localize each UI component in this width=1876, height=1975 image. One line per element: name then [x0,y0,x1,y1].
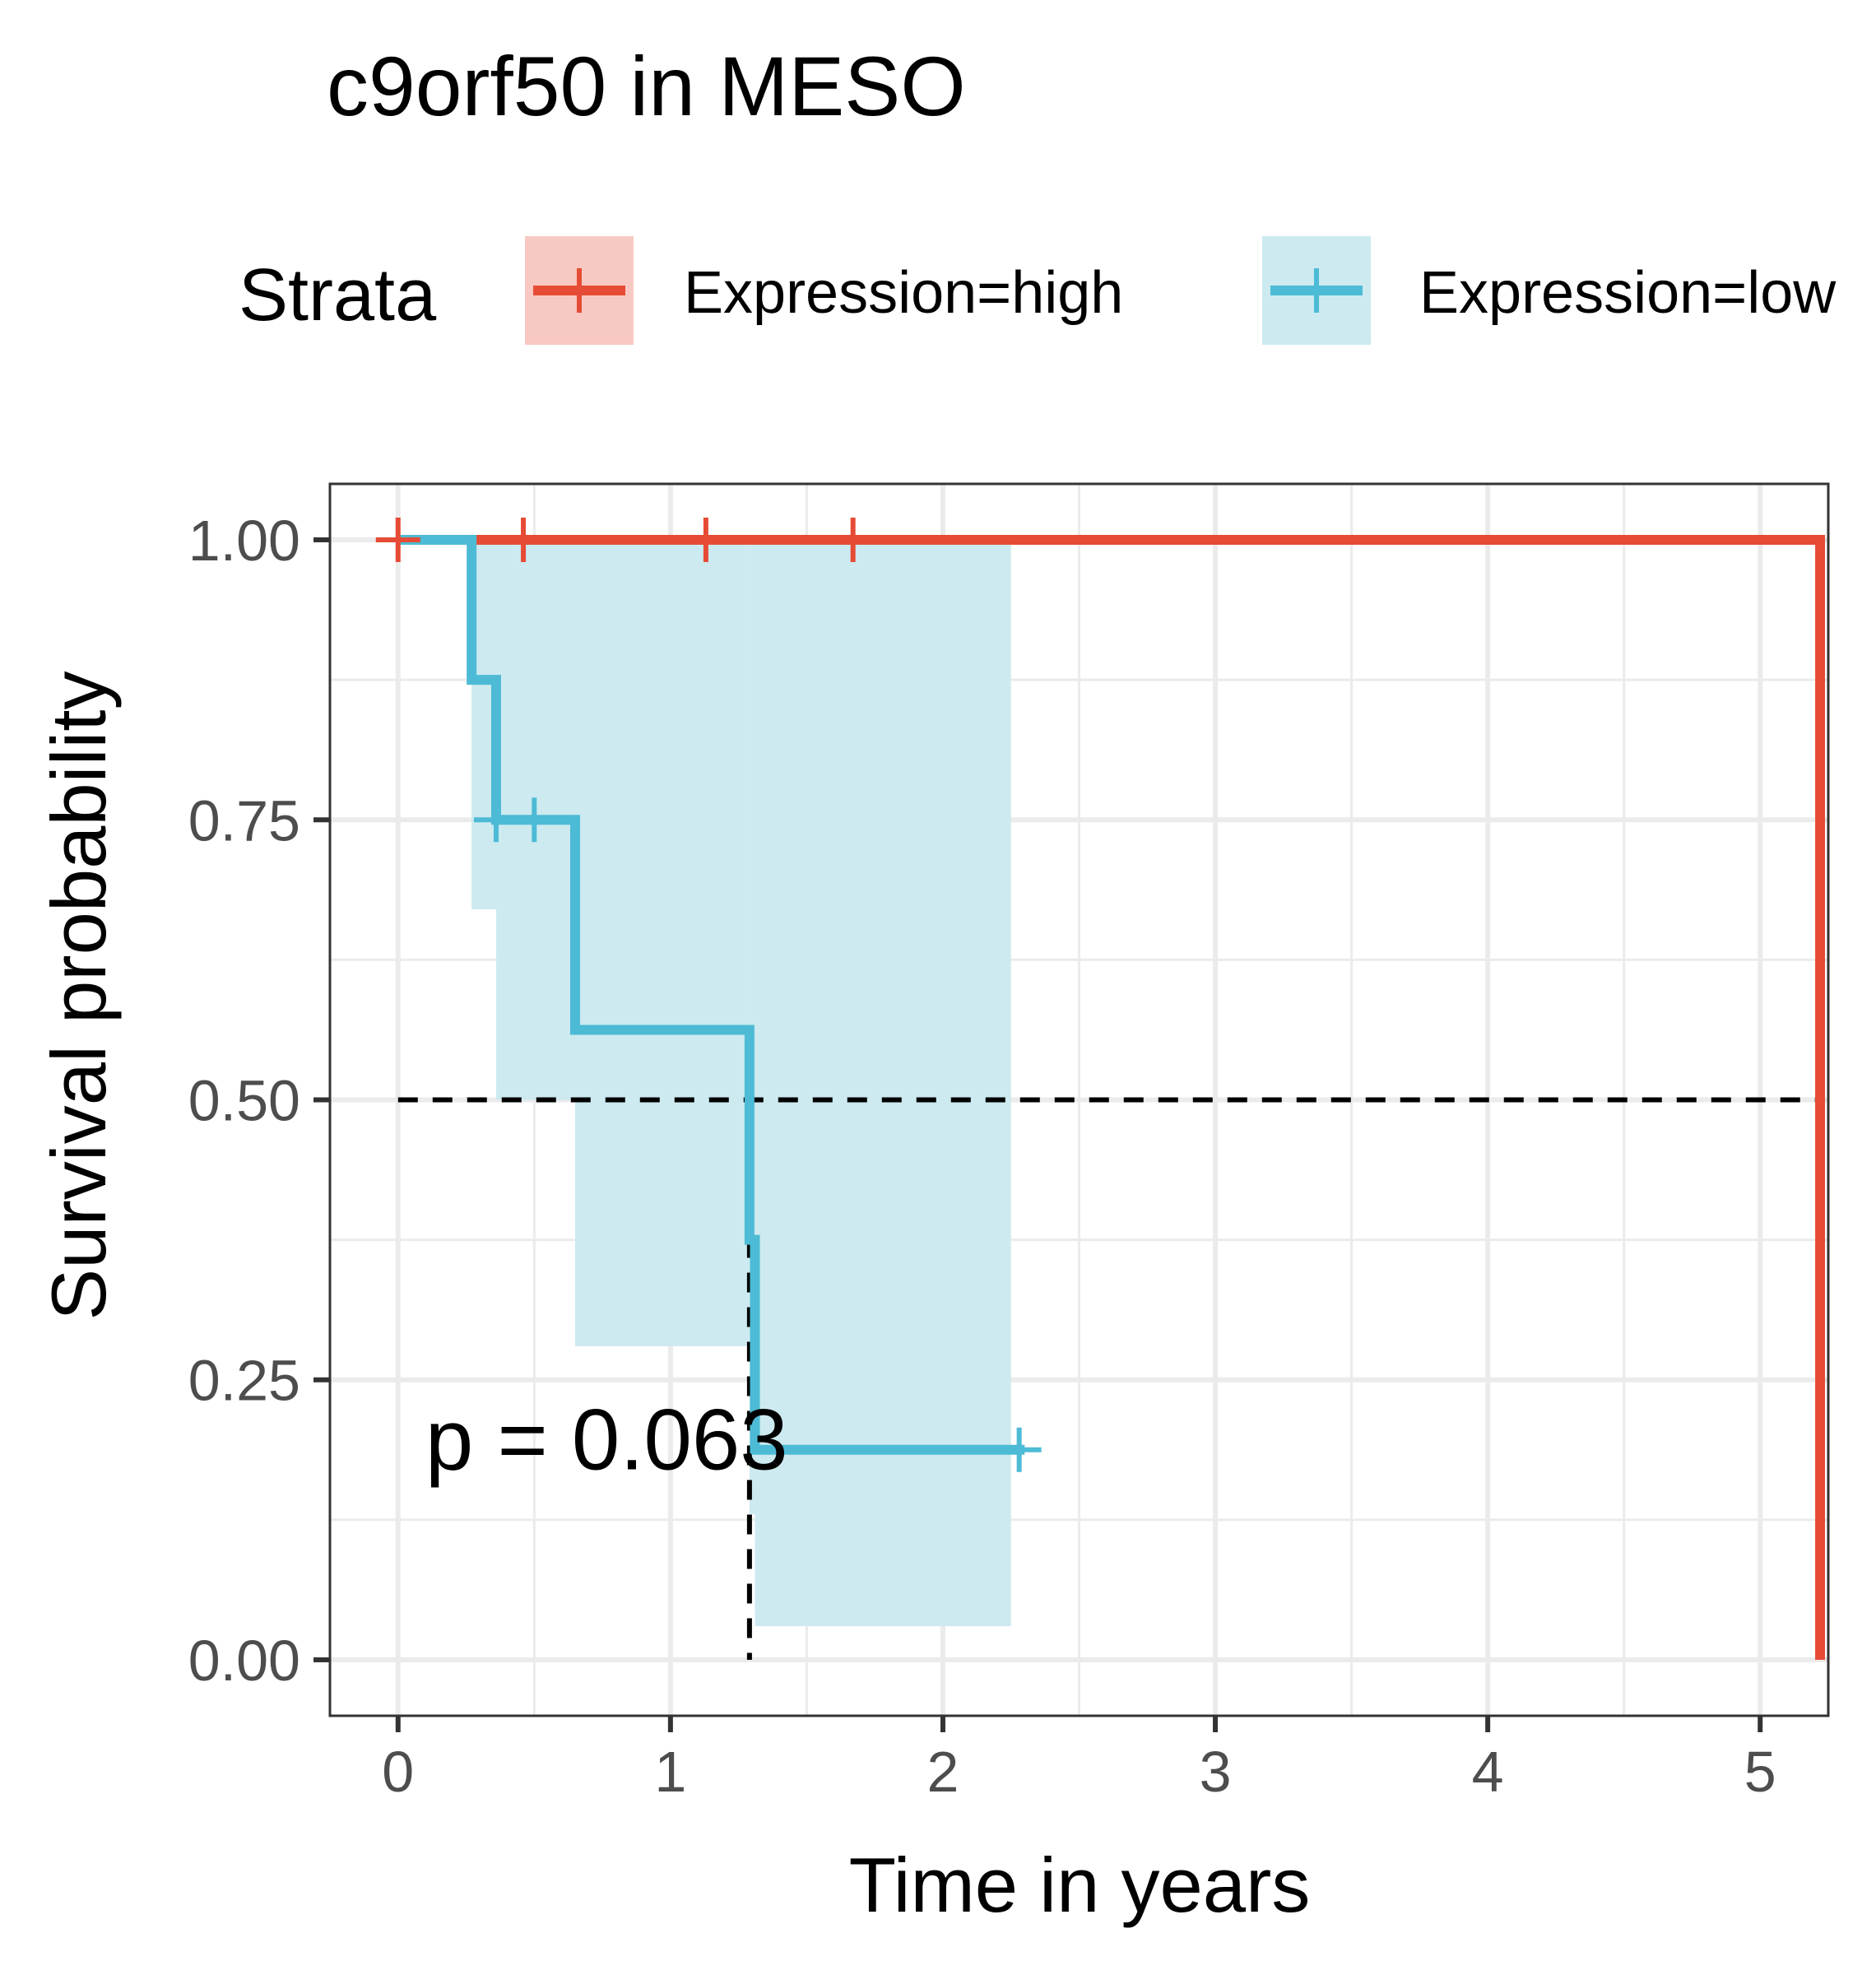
x-tick-label: 0 [382,1740,414,1804]
legend-title: Strata [239,254,437,337]
chart-title: c9orf50 in MESO [327,40,966,133]
y-tick-label: 0.25 [188,1349,300,1413]
x-tick-label: 5 [1744,1740,1776,1804]
y-tick-label: 0.75 [188,788,300,853]
x-tick-label: 2 [926,1740,959,1804]
confidence-band [755,540,1011,1627]
p-value-annotation: p = 0.063 [425,1392,788,1489]
legend-item: Expression=low [1262,236,1837,345]
censor-mark [512,797,557,843]
censor-mark [473,797,518,843]
y-tick-label: 0.50 [188,1069,300,1133]
censor-mark [830,518,875,563]
censor-mark [501,518,546,563]
legend: Strata Expression=high Expression=low [239,236,1837,345]
y-tick-label: 0.00 [188,1629,300,1693]
censor-mark [683,518,728,563]
plot-panel: p = 0.063 [328,482,1830,1717]
x-tick-label: 1 [654,1740,686,1804]
censor-mark [375,518,420,563]
legend-label: Expression=low [1419,260,1837,326]
y-axis-label: Survival probability [35,672,122,1321]
x-tick-label: 3 [1200,1740,1232,1804]
y-tick-label: 1.00 [188,509,300,573]
confidence-band [574,540,750,1346]
x-tick-label: 4 [1472,1740,1504,1804]
survival-curve [397,535,1025,1455]
censor-mark [996,1427,1042,1472]
legend-item: Expression=high [525,236,1123,345]
x-axis-label: Time in years [849,1842,1311,1928]
legend-label: Expression=high [684,260,1123,326]
